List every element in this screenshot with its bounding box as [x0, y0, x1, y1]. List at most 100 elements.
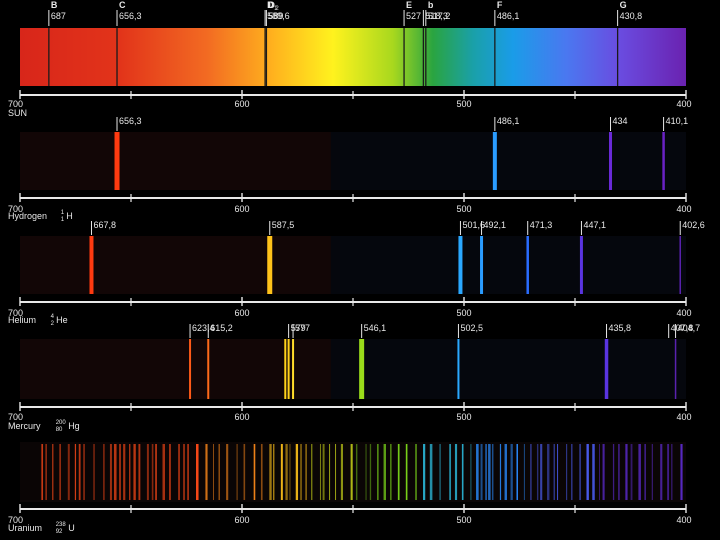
mercury-name-label: Mercury: [8, 421, 41, 431]
sun-letter-label: F: [497, 0, 503, 10]
uranium-emission-line: [510, 444, 513, 500]
uranium-axis-tick-label: 600: [234, 515, 249, 525]
uranium-emission-line: [499, 444, 502, 500]
helium-name-label: Helium: [8, 315, 36, 325]
sun-letter-label: D: [268, 0, 275, 10]
mercury-emission-line: [359, 339, 365, 399]
uranium-emission-line: [491, 444, 494, 500]
uranium-emission-line: [602, 444, 605, 500]
sun-axis-tick-label: 500: [456, 99, 471, 109]
hydrogen-axis-tick-label: 500: [456, 204, 471, 214]
uranium-emission-line: [540, 444, 543, 500]
uranium-emission-line: [169, 444, 171, 500]
uranium-atomic-number: 92: [56, 529, 63, 535]
uranium-emission-line: [651, 444, 653, 500]
uranium-emission-line: [630, 444, 633, 500]
uranium-emission-line: [119, 444, 121, 500]
uranium-emission-line: [485, 444, 487, 500]
helium-axis-tick-label: 600: [234, 308, 249, 318]
uranium-axis-tick-label: 700: [8, 515, 23, 525]
uranium-emission-line: [155, 444, 157, 500]
mercury-emission-line: [457, 339, 460, 399]
uranium-emission-line: [52, 444, 54, 500]
uranium-emission-line: [226, 444, 229, 500]
uranium-emission-line: [405, 444, 408, 500]
mercury-axis-tick-label: 500: [456, 412, 471, 422]
hydrogen-mass-number: 1: [61, 210, 65, 216]
mercury-line-label: 579: [291, 323, 306, 333]
uranium-emission-line: [218, 444, 220, 500]
uranium-emission-line: [183, 444, 185, 500]
helium-emission-line: [480, 236, 484, 294]
uranium-emission-line: [439, 444, 441, 500]
mercury-emission-line: [674, 339, 677, 399]
helium-emission-line: [458, 236, 463, 294]
helium-emission-line: [679, 236, 681, 294]
uranium-emission-line: [205, 444, 208, 500]
sun-continuous-band: [20, 28, 686, 86]
uranium-emission-line: [516, 444, 519, 500]
uranium-emission-line: [671, 444, 673, 500]
hydrogen-emission-line: [492, 132, 497, 190]
helium-emission-line: [579, 236, 583, 294]
uranium-emission-line: [162, 444, 166, 500]
hydrogen-line-label: 486,1: [497, 116, 520, 126]
sun-letter-label: D: [267, 0, 274, 10]
uranium-emission-line: [123, 444, 126, 500]
uranium-emission-line: [625, 444, 628, 500]
uranium-emission-line: [213, 444, 214, 500]
uranium-emission-line: [45, 444, 47, 500]
uranium-emission-line: [553, 444, 555, 500]
uranium-emission-line: [390, 444, 392, 500]
uranium-emission-line: [638, 444, 641, 500]
hydrogen-axis-tick-label: 700: [8, 204, 23, 214]
uranium-emission-line: [269, 444, 272, 500]
sun-name-label: SUN: [8, 108, 27, 118]
sun-line-label: 656,3: [119, 11, 142, 21]
uranium-emission-line: [93, 444, 95, 500]
uranium-axis-tick-label: 500: [456, 515, 471, 525]
uranium-emission-line: [547, 444, 550, 500]
helium-emission-line: [267, 236, 273, 294]
uranium-emission-line: [365, 444, 367, 500]
mercury-line-label: 404,7: [678, 323, 701, 333]
uranium-emission-line: [187, 444, 189, 500]
hydrogen-axis-tick-label: 600: [234, 204, 249, 214]
mercury-emission-line: [287, 339, 290, 399]
mercury-axis-tick-label: 400: [676, 412, 691, 422]
helium-line-label: 501,6: [462, 220, 485, 230]
sun-axis-tick-label: 600: [234, 99, 249, 109]
uranium-emission-line: [480, 444, 483, 500]
uranium-emission-line: [280, 444, 283, 500]
mercury-emission-line: [292, 339, 295, 399]
hydrogen-band-background-cool: [330, 132, 686, 190]
hydrogen-line-label: 656,3: [119, 116, 142, 126]
uranium-emission-line: [67, 444, 70, 500]
uranium-emission-line: [236, 444, 238, 500]
uranium-name-label: Uranium: [8, 523, 42, 533]
sun-line-label: 589,6: [267, 11, 290, 21]
uranium-emission-line: [660, 444, 663, 500]
mercury-axis-tick-label: 700: [8, 412, 23, 422]
sun-line-label: 486,1: [497, 11, 520, 21]
uranium-emission-line: [470, 444, 472, 500]
hydrogen-emission-line: [609, 132, 613, 190]
helium-line-label: 471,3: [530, 220, 553, 230]
uranium-emission-line: [557, 444, 559, 500]
sun-letter-subscript: 1: [274, 6, 278, 12]
uranium-emission-line: [129, 444, 131, 500]
mercury-emission-line: [207, 339, 210, 399]
mercury-axis-tick-label: 600: [234, 412, 249, 422]
uranium-emission-line: [369, 444, 372, 500]
uranium-emission-line: [566, 444, 568, 500]
uranium-emission-line: [113, 444, 117, 500]
uranium-emission-line: [449, 444, 452, 500]
uranium-element-symbol: U: [68, 523, 75, 533]
uranium-emission-line: [243, 444, 246, 500]
sun-line-label: 430,8: [620, 11, 643, 21]
helium-emission-line: [526, 236, 529, 294]
uranium-mass-number: 238: [56, 522, 67, 528]
sun-letter-label: E: [406, 0, 412, 10]
uranium-emission-line: [504, 444, 507, 500]
mercury-atomic-number: 80: [56, 427, 63, 433]
